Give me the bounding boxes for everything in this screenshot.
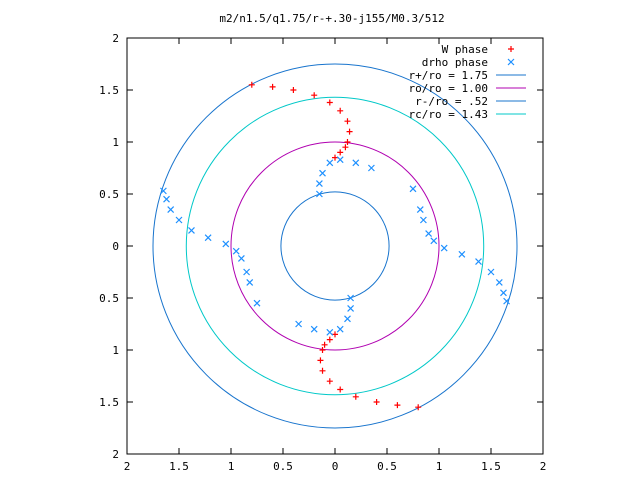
drho-phase-point bbox=[430, 237, 438, 245]
w-phase-point bbox=[337, 107, 344, 114]
circle-rc-ro-1-43 bbox=[185, 96, 485, 396]
drho-phase-point bbox=[336, 156, 344, 164]
x-tick-label: 2 bbox=[540, 460, 547, 473]
drho-phase-point bbox=[175, 216, 183, 224]
w-phase-point bbox=[311, 92, 318, 99]
drho-phase-point bbox=[253, 299, 261, 307]
w-phase-point bbox=[248, 81, 255, 88]
drho-phase-point bbox=[315, 190, 323, 198]
w-phase-point bbox=[290, 87, 297, 93]
drho-phase-point bbox=[495, 278, 503, 286]
drho-phase-point bbox=[310, 325, 318, 333]
drho-phase-point bbox=[232, 247, 240, 255]
drho-phase-point bbox=[440, 244, 448, 252]
w-phase-point bbox=[332, 331, 338, 338]
x-tick-label: 1.5 bbox=[169, 460, 189, 473]
w-phase-point bbox=[352, 393, 359, 400]
drho-phase-point bbox=[188, 226, 195, 234]
w-phase-point bbox=[321, 341, 328, 348]
drho-phase-point bbox=[222, 240, 230, 248]
w-phase-point bbox=[319, 347, 326, 353]
w-phase-point bbox=[394, 402, 401, 409]
w-phase-point bbox=[415, 404, 422, 411]
w-phase-point bbox=[344, 139, 351, 145]
y-tick-label: 1.5 bbox=[99, 396, 119, 409]
legend-label: rc/ro = 1.43 bbox=[409, 108, 488, 121]
drho-phase-point bbox=[367, 164, 375, 172]
drho-phase-point bbox=[458, 250, 466, 258]
drho-phase-point bbox=[416, 206, 424, 214]
w-phase-point bbox=[344, 118, 351, 125]
y-axis: 2 1.5 1 0.5 0 0.5 1 1.5 2 bbox=[99, 32, 543, 461]
series-markers bbox=[159, 81, 511, 411]
reference-circles bbox=[152, 63, 518, 429]
x-tick-label: 1.5 bbox=[481, 460, 501, 473]
w-phase-point bbox=[337, 149, 344, 156]
legend-label: drho phase bbox=[422, 56, 488, 69]
x-tick-label: 2 bbox=[124, 460, 131, 473]
drho-phase-point bbox=[500, 289, 507, 297]
x-tick-label: 0.5 bbox=[377, 460, 397, 473]
legend-marker-plus bbox=[508, 46, 514, 52]
w-phase-point bbox=[326, 336, 333, 343]
w-phase-point bbox=[269, 83, 276, 90]
drho-phase-point bbox=[344, 315, 351, 323]
w-phase-point bbox=[319, 367, 326, 374]
drho-phase-point bbox=[167, 206, 175, 214]
drho-phase-point bbox=[347, 304, 355, 312]
y-tick-label: 1 bbox=[112, 344, 119, 357]
w-phase-point bbox=[342, 144, 349, 151]
drho-phase-point bbox=[159, 187, 167, 195]
y-tick-label: 0 bbox=[112, 240, 119, 253]
drho-phase-point bbox=[475, 258, 482, 266]
x-tick-label: 1 bbox=[228, 460, 235, 473]
x-tick-label: 0 bbox=[332, 460, 339, 473]
drho-phase-point bbox=[243, 268, 251, 276]
w-phase-point bbox=[346, 128, 353, 135]
drho-phase-point bbox=[336, 325, 344, 333]
w-phase-point bbox=[326, 378, 333, 385]
y-tick-label: 0.5 bbox=[99, 188, 119, 201]
drho-phase-point bbox=[409, 185, 417, 193]
drho-phase-point bbox=[419, 216, 427, 224]
y-tick-label: 2 bbox=[112, 448, 119, 461]
w-phase-point bbox=[332, 154, 338, 161]
legend-label: r+/ro = 1.75 bbox=[409, 69, 488, 82]
drho-phase-point bbox=[163, 195, 170, 203]
circle-ro-ro-1-00 bbox=[230, 141, 440, 351]
circle-r-ro-52 bbox=[280, 191, 390, 301]
drho-phase-point bbox=[319, 169, 326, 177]
y-tick-label: 1.5 bbox=[99, 84, 119, 97]
drho-phase-point bbox=[326, 159, 334, 167]
drho-phase-point bbox=[352, 159, 360, 167]
drho-phase-point bbox=[295, 320, 303, 328]
drho-phase-point bbox=[326, 328, 334, 336]
y-tick-label: 0.5 bbox=[99, 292, 119, 305]
drho-phase-point bbox=[503, 297, 511, 305]
x-tick-label: 0.5 bbox=[273, 460, 293, 473]
w-phase-point bbox=[317, 357, 324, 364]
w-phase-point bbox=[326, 99, 333, 106]
x-axis: 2 1.5 1 0.5 0 0.5 1 1.5 2 bbox=[124, 38, 547, 473]
w-phase-point bbox=[373, 399, 380, 405]
y-tick-label: 1 bbox=[112, 136, 119, 149]
drho-phase-point bbox=[246, 278, 254, 286]
drho-phase-point bbox=[487, 268, 495, 276]
legend-label: r-/ro = .52 bbox=[415, 95, 488, 108]
drho-phase-point bbox=[204, 234, 212, 242]
drho-phase-point bbox=[347, 294, 355, 302]
legend-label: W phase bbox=[442, 43, 488, 56]
w-phase-point bbox=[337, 386, 344, 393]
x-tick-label: 1 bbox=[436, 460, 443, 473]
drho-phase-point bbox=[315, 180, 323, 188]
legend-label: ro/ro = 1.00 bbox=[409, 82, 488, 95]
chart-title: m2/n1.5/q1.75/r-+.30-j155/M0.3/512 bbox=[219, 12, 444, 25]
legend-marker-cross bbox=[507, 58, 515, 66]
y-tick-label: 2 bbox=[112, 32, 119, 45]
circle-r-ro-1-75 bbox=[152, 63, 518, 429]
drho-phase-point bbox=[425, 230, 433, 237]
drho-phase-point bbox=[237, 255, 245, 262]
